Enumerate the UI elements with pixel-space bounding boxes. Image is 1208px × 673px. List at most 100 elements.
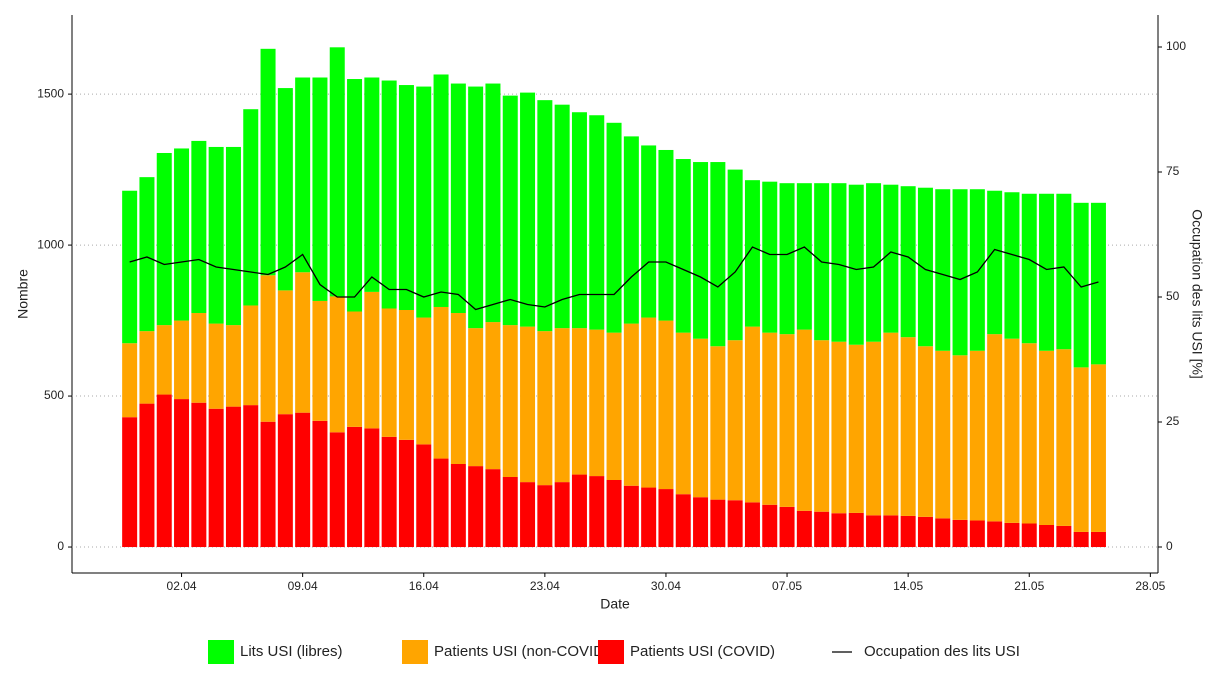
bar-segment [1090,202,1106,365]
bar-segment [243,109,259,306]
bar-segment [710,346,726,500]
bar-segment [122,190,138,344]
bar-segment [1004,522,1020,548]
bar-segment [537,485,553,548]
bar-segment [744,180,760,327]
bar-segment [381,80,397,309]
bar-segment [537,100,553,332]
bar-segment [139,331,155,404]
legend-swatch [208,640,234,664]
bar-segment [329,296,345,433]
bar-segment [1021,193,1037,344]
bar-segment [744,502,760,548]
bar-segment [952,355,968,520]
bar-segment [174,320,190,400]
bar-segment [364,77,380,292]
bar-segment [520,326,536,483]
bar-segment [935,518,951,548]
bar-segment [139,403,155,548]
bar-segment [1021,523,1037,548]
bar-segment [883,184,899,333]
bar-segment [174,399,190,548]
bar-segment [675,159,691,333]
bar-segment [208,408,224,548]
bar-segment [502,95,518,326]
bar-segment [554,328,570,483]
bar-segment [1073,531,1089,548]
bar-segment [450,313,466,464]
bar-segment [364,291,380,429]
bar-segment [398,85,414,311]
bar-segment [485,469,501,548]
bar-segment [571,474,587,548]
bar-segment [502,476,518,548]
bar-segment [641,145,657,318]
bar-segment [191,402,207,548]
occupancy-line [129,246,1099,311]
x-axis-label: Date [600,596,630,612]
bar-segment [1056,349,1072,526]
bar-segment [779,506,795,548]
bar-segment [762,504,778,548]
bar-segment [848,512,864,548]
bar-segment [243,405,259,548]
bar-segment [623,136,639,324]
bar-segment [935,189,951,351]
bar-segment [312,420,328,548]
bar-segment [658,320,674,490]
bar-segment [935,350,951,519]
bar-segment [1090,364,1106,532]
bar-segment [347,311,363,427]
bar-segment [450,463,466,548]
bar-segment [260,421,276,548]
x-tick-label: 23.04 [530,579,560,593]
bar-segment [589,476,605,548]
bar-segment [675,494,691,548]
y2-tick-label: 50 [1166,289,1180,303]
bar-segment [191,313,207,403]
x-tick-label: 09.04 [288,579,318,593]
bar-segment [987,521,1003,548]
bar-segment [364,428,380,548]
bar-segment [831,513,847,548]
bar-segment [952,189,968,356]
bar-segment [710,162,726,347]
bar-segment [796,183,812,330]
y-tick-label: 1000 [37,237,64,251]
bar-segment [641,487,657,548]
bar-segment [814,340,830,512]
bar-segment [174,148,190,321]
bar-segment [831,183,847,342]
bar-segment [900,515,916,548]
bar-segment [122,343,138,418]
bar-segment [571,112,587,329]
bar-segment [1021,343,1037,524]
x-tick-label: 30.04 [651,579,681,593]
x-tick-label: 16.04 [409,579,439,593]
bar-segment [502,325,518,477]
bar-segment [416,317,432,445]
bar-segment [831,341,847,514]
bar-segment [139,177,155,332]
y-tick-label: 0 [57,539,64,553]
y-tick-label: 500 [44,388,64,402]
y2-tick-label: 100 [1166,39,1186,53]
bar-segment [1056,193,1072,350]
x-tick-label: 28.05 [1135,579,1165,593]
bar-segment [710,499,726,548]
legend-label: Occupation des lits USI [864,643,1020,660]
bar-segment [727,169,743,341]
x-tick-label: 07.05 [772,579,802,593]
legend-swatch [402,640,428,664]
bar-segment [1056,525,1072,548]
bar-segment [866,515,882,548]
bar-segment [433,306,449,459]
bar-segment [1073,202,1089,368]
bar-segment [762,181,778,333]
bar-segment [675,332,691,495]
bar-segment [623,323,639,486]
bar-segment [866,341,882,516]
bar-segment [917,346,933,517]
bar-segment [225,406,241,548]
